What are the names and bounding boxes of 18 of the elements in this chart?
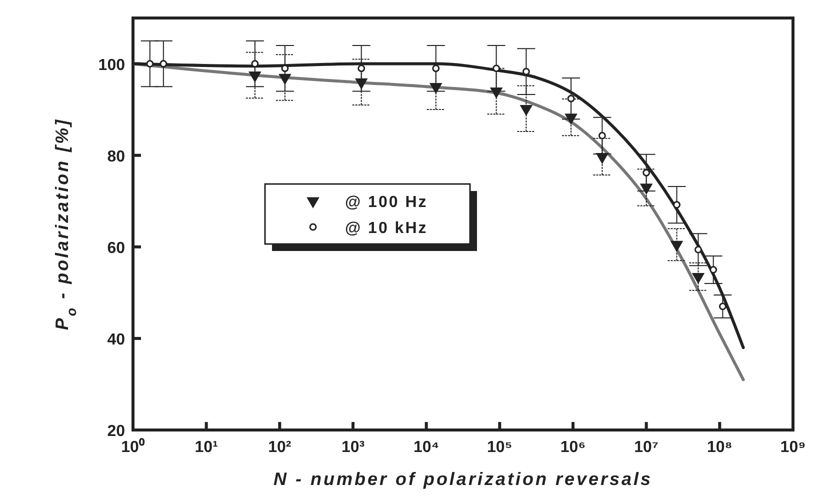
x-tick-label: 10⁴ bbox=[413, 439, 440, 456]
legend-label: @ 10 kHz bbox=[345, 220, 428, 237]
x-tick-label: 10⁸ bbox=[706, 439, 732, 456]
y-tick-label: 20 bbox=[107, 423, 126, 440]
x-tick-label: 10⁰ bbox=[121, 438, 145, 456]
x-tick-label: 10² bbox=[268, 439, 292, 456]
y-tick-label: 40 bbox=[107, 331, 126, 348]
y-tick-label: 80 bbox=[107, 148, 126, 166]
legend-label: @ 100 Hz bbox=[345, 194, 428, 211]
x-tick-label: 10¹ bbox=[194, 439, 218, 456]
x-tick-label: 10⁶ bbox=[560, 439, 586, 456]
x-tick-label: 10⁵ bbox=[487, 439, 512, 456]
x-axis-title: N - number of polarization reversals bbox=[273, 469, 653, 489]
y-tick-label: 60 bbox=[107, 240, 126, 257]
y-tick-label: 100 bbox=[98, 56, 126, 74]
x-tick-label: 10⁹ bbox=[780, 439, 806, 456]
x-tick-label: 10³ bbox=[341, 439, 365, 456]
x-tick-label: 10⁷ bbox=[634, 439, 659, 456]
